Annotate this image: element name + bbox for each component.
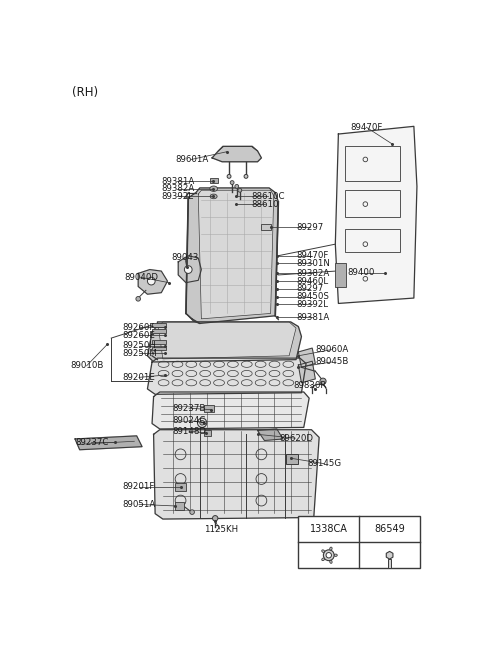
Polygon shape <box>186 188 278 324</box>
Text: 1338CA: 1338CA <box>310 524 348 534</box>
Text: 89601A: 89601A <box>175 155 208 164</box>
Text: 89040D: 89040D <box>124 272 158 282</box>
Bar <box>204 405 215 412</box>
Text: 89201E: 89201E <box>123 373 156 382</box>
Polygon shape <box>147 358 306 394</box>
Bar <box>335 263 346 286</box>
Text: 89470F: 89470F <box>350 122 383 132</box>
Polygon shape <box>336 126 417 303</box>
Circle shape <box>184 266 192 273</box>
Text: 89148D: 89148D <box>173 427 207 436</box>
Polygon shape <box>75 436 142 450</box>
Polygon shape <box>198 190 274 319</box>
Circle shape <box>326 553 332 558</box>
Polygon shape <box>147 322 301 362</box>
Text: 89301N: 89301N <box>296 259 330 268</box>
Circle shape <box>213 515 218 521</box>
Text: 89470F: 89470F <box>296 252 328 260</box>
Circle shape <box>235 185 239 189</box>
Text: 89400: 89400 <box>348 268 375 277</box>
Bar <box>175 502 184 510</box>
Text: (RH): (RH) <box>72 86 98 99</box>
Text: 89382A: 89382A <box>161 184 194 193</box>
Circle shape <box>320 378 326 384</box>
Text: 89297: 89297 <box>296 223 324 232</box>
Polygon shape <box>258 429 283 441</box>
Polygon shape <box>178 255 201 283</box>
Circle shape <box>324 550 334 561</box>
Ellipse shape <box>210 186 217 191</box>
Text: 89060A: 89060A <box>315 345 348 354</box>
Text: 89201F: 89201F <box>123 482 155 491</box>
Bar <box>152 346 166 350</box>
Text: 89392L: 89392L <box>161 192 193 201</box>
Bar <box>345 190 400 217</box>
Text: 89382A: 89382A <box>296 269 329 278</box>
Bar <box>286 455 299 464</box>
Bar <box>345 229 400 252</box>
Text: 89297: 89297 <box>296 284 324 293</box>
Bar <box>175 483 186 491</box>
Text: 89043: 89043 <box>171 253 199 262</box>
Text: 89381A: 89381A <box>296 313 329 322</box>
Polygon shape <box>212 146 262 162</box>
Circle shape <box>190 510 194 514</box>
Bar <box>152 341 166 345</box>
Bar <box>388 559 391 569</box>
Text: 89237C: 89237C <box>75 438 108 447</box>
Text: 89145G: 89145G <box>308 459 342 468</box>
Bar <box>262 224 271 231</box>
Text: 88610: 88610 <box>252 200 279 208</box>
Ellipse shape <box>322 558 324 561</box>
Text: 89830R: 89830R <box>294 381 327 390</box>
Polygon shape <box>299 361 315 383</box>
Text: 89392L: 89392L <box>296 300 328 309</box>
Text: 89260F: 89260F <box>123 323 155 332</box>
Text: 89250M: 89250M <box>123 349 157 358</box>
Ellipse shape <box>330 547 332 550</box>
Text: 89620D: 89620D <box>279 434 313 443</box>
Ellipse shape <box>330 560 332 563</box>
Text: 89450S: 89450S <box>296 292 329 301</box>
Polygon shape <box>158 322 296 359</box>
Polygon shape <box>386 552 393 559</box>
Polygon shape <box>152 392 309 429</box>
Ellipse shape <box>322 550 324 552</box>
Text: 89237B: 89237B <box>173 403 206 413</box>
Text: 89024C: 89024C <box>173 416 206 425</box>
Ellipse shape <box>210 194 217 198</box>
Polygon shape <box>299 348 315 367</box>
Circle shape <box>200 421 204 425</box>
Bar <box>210 178 217 183</box>
Text: 89460L: 89460L <box>296 276 328 286</box>
Polygon shape <box>154 430 319 519</box>
Text: 86549: 86549 <box>374 524 405 534</box>
Text: 89260E: 89260E <box>123 331 156 339</box>
Bar <box>152 324 166 328</box>
Circle shape <box>244 174 248 178</box>
Bar <box>204 430 211 436</box>
Circle shape <box>136 297 141 301</box>
Circle shape <box>227 174 231 178</box>
Text: 89381A: 89381A <box>161 176 194 185</box>
Bar <box>152 329 166 333</box>
Polygon shape <box>138 270 168 294</box>
Text: 89045B: 89045B <box>315 358 348 366</box>
Text: 89010B: 89010B <box>71 362 104 370</box>
Text: 89051A: 89051A <box>123 500 156 509</box>
Text: 88610C: 88610C <box>252 192 285 201</box>
Bar <box>299 516 420 569</box>
Circle shape <box>147 277 155 285</box>
Ellipse shape <box>334 554 337 556</box>
Text: 1125KH: 1125KH <box>204 525 238 534</box>
Bar <box>345 146 400 181</box>
Circle shape <box>238 189 242 192</box>
Text: 89250H: 89250H <box>123 341 156 350</box>
Circle shape <box>230 181 234 185</box>
